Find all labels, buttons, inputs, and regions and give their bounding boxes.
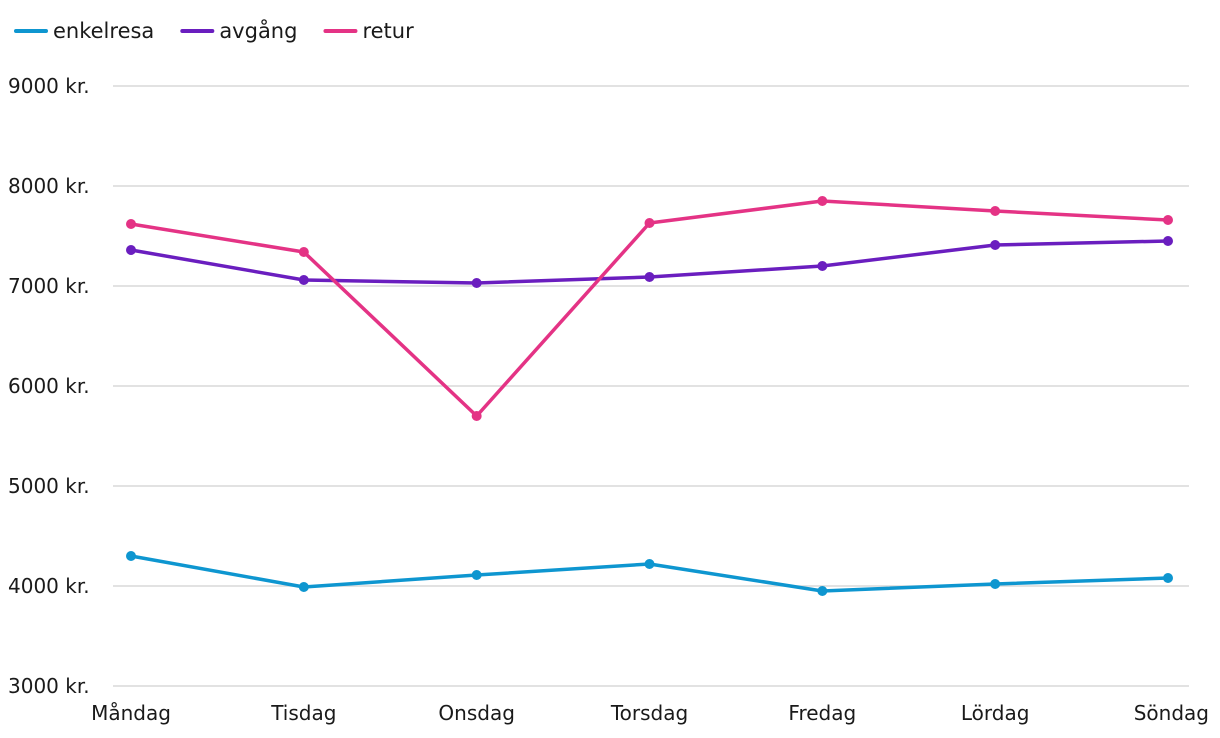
data-point-retur-lordag[interactable] — [990, 206, 1001, 216]
legend-label: retur — [362, 19, 414, 43]
data-point-enkelresa-lordag[interactable] — [990, 579, 1001, 589]
data-point-retur-tisdag[interactable] — [298, 247, 309, 257]
data-point-avgang-torsdag[interactable] — [644, 272, 655, 282]
x-tick-label-sondag: Söndag — [1134, 701, 1209, 725]
y-tick-label: 3000 kr. — [8, 674, 90, 698]
y-tick-label: 7000 kr. — [8, 274, 90, 298]
y-tick-label: 6000 kr. — [8, 374, 90, 398]
chart-gridlines — [113, 85, 1189, 687]
x-tick-label-onsdag: Onsdag — [438, 701, 514, 725]
series-retur — [126, 196, 1173, 421]
series-enkelresa — [126, 551, 1173, 596]
data-point-retur-fredag[interactable] — [817, 196, 828, 206]
data-point-retur-mandag[interactable] — [126, 219, 136, 229]
data-point-retur-sondag[interactable] — [1163, 215, 1173, 225]
x-tick-label-tisdag: Tisdag — [270, 701, 336, 725]
y-axis: 3000 kr. 4000 kr. 5000 kr. 6000 kr. 7000 kr.… — [8, 74, 90, 698]
data-point-avgang-onsdag[interactable] — [471, 278, 482, 288]
data-point-enkelresa-torsdag[interactable] — [644, 559, 655, 569]
y-tick-label: 4000 kr. — [8, 574, 90, 598]
data-point-avgang-tisdag[interactable] — [298, 275, 309, 285]
y-tick-label: 8000 kr. — [8, 174, 90, 198]
data-point-enkelresa-tisdag[interactable] — [298, 582, 309, 592]
x-tick-label-mandag: Måndag — [91, 701, 171, 725]
x-tick-label-fredag: Fredag — [788, 701, 856, 725]
x-tick-label-torsdag: Torsdag — [610, 701, 688, 725]
data-point-avgang-mandag[interactable] — [126, 245, 136, 255]
data-point-avgang-sondag[interactable] — [1163, 236, 1173, 246]
legend-item-retur: retur — [323, 19, 414, 43]
legend-item-avgang: avgång — [180, 18, 297, 43]
data-point-enkelresa-fredag[interactable] — [817, 586, 828, 596]
y-tick-label: 9000 kr. — [8, 74, 90, 98]
legend-label: enkelresa — [53, 19, 154, 43]
chart-series — [126, 196, 1173, 596]
x-axis: Måndag Tisdag Onsdag Torsdag Fredag Lördag Sön… — [91, 701, 1209, 725]
data-point-retur-torsdag[interactable] — [644, 218, 655, 228]
data-point-enkelresa-onsdag[interactable] — [471, 570, 482, 580]
chart-legend: enkelresa avgång retur — [14, 18, 414, 43]
data-point-retur-onsdag[interactable] — [471, 411, 482, 421]
y-tick-label: 5000 kr. — [8, 474, 90, 498]
data-point-avgang-lordag[interactable] — [990, 240, 1001, 250]
data-point-enkelresa-sondag[interactable] — [1163, 573, 1173, 583]
series-avgang — [126, 236, 1173, 288]
legend-label: avgång — [219, 18, 297, 43]
data-point-enkelresa-mandag[interactable] — [126, 551, 136, 561]
data-point-avgang-fredag[interactable] — [817, 261, 828, 271]
x-tick-label-lordag: Lördag — [961, 701, 1030, 725]
series-line-retur — [129, 199, 1170, 418]
legend-item-enkelresa: enkelresa — [14, 19, 154, 43]
